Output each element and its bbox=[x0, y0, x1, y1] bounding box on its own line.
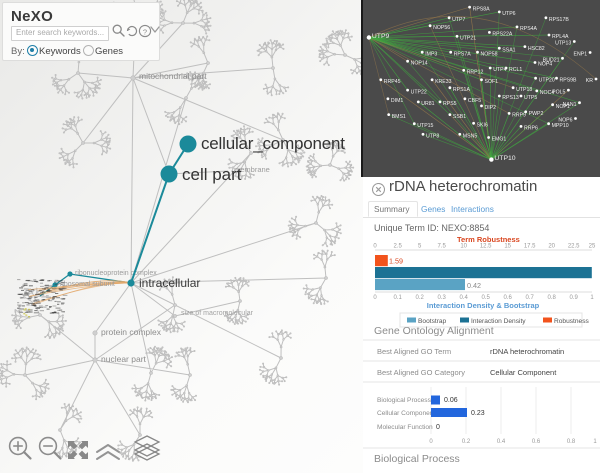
svg-text:BMS1: BMS1 bbox=[392, 114, 406, 120]
svg-text:12.5: 12.5 bbox=[480, 244, 492, 250]
svg-text:UTP6: UTP6 bbox=[502, 11, 515, 17]
svg-text:Biological Process: Biological Process bbox=[374, 453, 460, 465]
svg-text:Gene Ontology Alignment: Gene Ontology Alignment bbox=[374, 325, 494, 337]
svg-text:IMP3: IMP3 bbox=[425, 51, 437, 57]
svg-text:NOP6: NOP6 bbox=[558, 118, 572, 124]
svg-text:0.06: 0.06 bbox=[444, 397, 458, 404]
svg-text:5: 5 bbox=[418, 244, 422, 250]
svg-text:POL5: POL5 bbox=[552, 89, 565, 95]
svg-text:RPS1A: RPS1A bbox=[453, 87, 471, 93]
svg-text:Robustness: Robustness bbox=[554, 318, 590, 325]
svg-text:NOP58: NOP58 bbox=[481, 51, 498, 57]
svg-text:DIP2: DIP2 bbox=[485, 105, 497, 111]
svg-text:0.23: 0.23 bbox=[471, 410, 485, 417]
svg-text:7.5: 7.5 bbox=[438, 244, 447, 250]
svg-text:0: 0 bbox=[429, 439, 433, 445]
svg-text:RPS17B: RPS17B bbox=[549, 17, 569, 23]
svg-text:Best Aligned GO Category: Best Aligned GO Category bbox=[377, 368, 465, 377]
svg-text:Cellular Component: Cellular Component bbox=[490, 368, 557, 377]
svg-text:DIM1: DIM1 bbox=[391, 98, 404, 104]
svg-text:UTP18: UTP18 bbox=[516, 87, 532, 93]
svg-text:RCL1: RCL1 bbox=[509, 67, 522, 73]
svg-text:SKI6: SKI6 bbox=[477, 123, 488, 129]
svg-text:Molecular Function: Molecular Function bbox=[377, 424, 433, 431]
svg-text:NOP1: NOP1 bbox=[556, 104, 570, 110]
svg-text:UTP20: UTP20 bbox=[539, 77, 555, 83]
svg-text:0.8: 0.8 bbox=[548, 295, 557, 301]
svg-text:0.6: 0.6 bbox=[532, 439, 541, 445]
svg-text:Interaction Density: Interaction Density bbox=[471, 318, 526, 325]
svg-text:10: 10 bbox=[460, 244, 467, 250]
svg-text:HSC82: HSC82 bbox=[528, 46, 545, 52]
svg-text:MPP10: MPP10 bbox=[552, 123, 569, 129]
svg-text:25: 25 bbox=[589, 244, 596, 250]
svg-text:UTP13: UTP13 bbox=[555, 41, 571, 47]
svg-text:1: 1 bbox=[590, 295, 594, 301]
svg-text:RRP9: RRP9 bbox=[512, 113, 526, 119]
svg-text:0.8: 0.8 bbox=[567, 439, 576, 445]
svg-text:0.1: 0.1 bbox=[394, 295, 403, 301]
svg-text:UTP15: UTP15 bbox=[417, 123, 433, 129]
svg-text:UTP4: UTP4 bbox=[493, 67, 506, 73]
svg-text:UTP5: UTP5 bbox=[524, 95, 537, 101]
svg-text:EMG1: EMG1 bbox=[492, 137, 507, 143]
svg-text:0.4: 0.4 bbox=[497, 439, 506, 445]
svg-text:22.5: 22.5 bbox=[568, 244, 580, 250]
svg-text:RRP45: RRP45 bbox=[384, 79, 401, 85]
svg-text:KRE33: KRE33 bbox=[435, 79, 452, 85]
svg-text:UTP10: UTP10 bbox=[494, 155, 515, 162]
svg-text:NOP56: NOP56 bbox=[433, 25, 450, 31]
svg-text:BUD21: BUD21 bbox=[543, 58, 560, 64]
svg-text:1.59: 1.59 bbox=[389, 257, 403, 266]
svg-text:0.2: 0.2 bbox=[462, 439, 471, 445]
svg-text:KR: KR bbox=[586, 78, 593, 84]
svg-text:0: 0 bbox=[436, 424, 440, 431]
svg-text:RPS4A: RPS4A bbox=[520, 26, 538, 32]
svg-text:NOP14: NOP14 bbox=[411, 60, 428, 66]
svg-text:RRP12: RRP12 bbox=[467, 70, 484, 76]
svg-text:Best Aligned GO Term: Best Aligned GO Term bbox=[377, 347, 451, 356]
svg-text:ENP1: ENP1 bbox=[574, 52, 588, 58]
svg-text:UTP22: UTP22 bbox=[411, 89, 427, 95]
svg-text:0.9: 0.9 bbox=[570, 295, 579, 301]
svg-text:0: 0 bbox=[373, 244, 377, 250]
svg-text:17.5: 17.5 bbox=[524, 244, 536, 250]
svg-text:1: 1 bbox=[593, 439, 597, 445]
svg-text:RRP6: RRP6 bbox=[524, 126, 538, 132]
svg-text:20: 20 bbox=[548, 244, 555, 250]
svg-text:SOF1: SOF1 bbox=[485, 79, 499, 85]
svg-text:UTP21: UTP21 bbox=[460, 36, 476, 42]
svg-text:RPS7A: RPS7A bbox=[454, 51, 472, 57]
svg-text:UTP7: UTP7 bbox=[452, 17, 465, 23]
svg-text:RPS8A: RPS8A bbox=[473, 6, 491, 12]
svg-text:0: 0 bbox=[373, 295, 377, 301]
svg-text:0.2: 0.2 bbox=[416, 295, 425, 301]
svg-text:SSB1: SSB1 bbox=[453, 114, 466, 120]
svg-text:Cellular Component: Cellular Component bbox=[377, 410, 435, 417]
svg-text:2.5: 2.5 bbox=[394, 244, 403, 250]
svg-text:0.42: 0.42 bbox=[467, 281, 481, 290]
svg-text:RPL4A: RPL4A bbox=[552, 34, 569, 40]
svg-text:CBF5: CBF5 bbox=[468, 98, 481, 104]
svg-text:Interaction Density & Bootstra: Interaction Density & Bootstrap bbox=[427, 301, 540, 310]
svg-text:PWP2: PWP2 bbox=[529, 111, 544, 117]
svg-text:UTP9: UTP9 bbox=[372, 33, 390, 40]
svg-text:Bootstrap: Bootstrap bbox=[418, 318, 447, 325]
svg-text:SSA1: SSA1 bbox=[502, 47, 515, 53]
svg-text:RPS5: RPS5 bbox=[443, 101, 457, 107]
svg-text:UR81: UR81 bbox=[421, 101, 434, 107]
svg-text:MSN5: MSN5 bbox=[463, 134, 478, 140]
svg-text:UTP8: UTP8 bbox=[426, 134, 439, 140]
svg-text:RPS13: RPS13 bbox=[502, 95, 519, 101]
svg-text:rDNA heterochromatin: rDNA heterochromatin bbox=[490, 347, 564, 356]
svg-text:RPS9B: RPS9B bbox=[560, 77, 578, 83]
svg-text:RPS22A: RPS22A bbox=[492, 32, 512, 38]
svg-text:15: 15 bbox=[504, 244, 511, 250]
svg-text:Biological Process: Biological Process bbox=[377, 397, 432, 404]
